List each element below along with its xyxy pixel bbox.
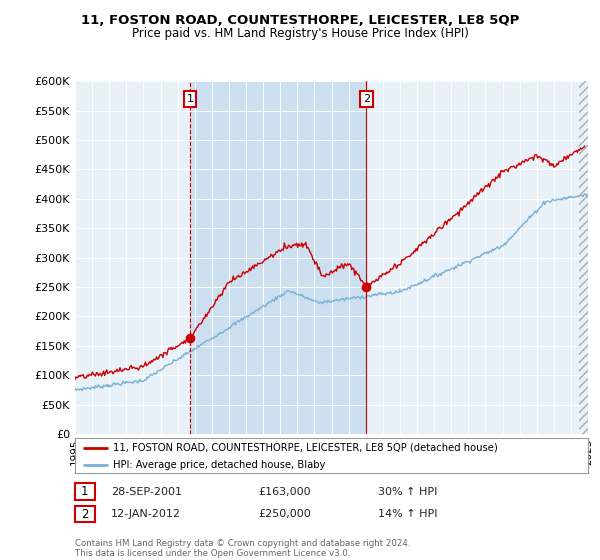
Text: 12-JAN-2012: 12-JAN-2012 [111, 509, 181, 519]
Text: 14% ↑ HPI: 14% ↑ HPI [378, 509, 437, 519]
Text: Contains HM Land Registry data © Crown copyright and database right 2024.
This d: Contains HM Land Registry data © Crown c… [75, 539, 410, 558]
Text: 2: 2 [363, 94, 370, 104]
Bar [190, 81, 367, 434]
Text: Price paid vs. HM Land Registry's House Price Index (HPI): Price paid vs. HM Land Registry's House … [131, 27, 469, 40]
Bar [580, 81, 588, 434]
Text: 1: 1 [81, 485, 89, 498]
Text: HPI: Average price, detached house, Blaby: HPI: Average price, detached house, Blab… [113, 460, 326, 469]
Text: £250,000: £250,000 [258, 509, 311, 519]
Text: 30% ↑ HPI: 30% ↑ HPI [378, 487, 437, 497]
Text: 1: 1 [187, 94, 194, 104]
Text: £163,000: £163,000 [258, 487, 311, 497]
Text: 11, FOSTON ROAD, COUNTESTHORPE, LEICESTER, LE8 5QP (detached house): 11, FOSTON ROAD, COUNTESTHORPE, LEICESTE… [113, 443, 498, 453]
Text: 2: 2 [81, 507, 89, 521]
Text: 28-SEP-2001: 28-SEP-2001 [111, 487, 182, 497]
Text: 11, FOSTON ROAD, COUNTESTHORPE, LEICESTER, LE8 5QP: 11, FOSTON ROAD, COUNTESTHORPE, LEICESTE… [81, 14, 519, 27]
